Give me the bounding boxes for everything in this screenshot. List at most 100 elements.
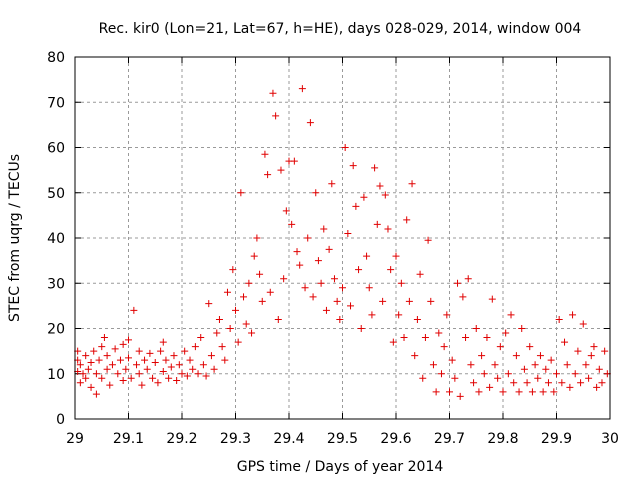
data-point (258, 297, 266, 305)
data-point (135, 347, 143, 355)
data-point (515, 388, 523, 396)
data-point (202, 372, 210, 380)
data-point (376, 182, 384, 190)
data-point (464, 275, 472, 283)
data-point (98, 374, 106, 382)
data-point (416, 270, 424, 278)
data-point (494, 374, 502, 382)
x-tick-label: 29.5 (327, 431, 358, 447)
y-axis-title: STEC from uqrg / TECUs (7, 154, 23, 322)
data-point (261, 150, 269, 158)
data-point (496, 343, 504, 351)
data-point (555, 315, 563, 323)
data-point (480, 370, 488, 378)
data-point (189, 365, 197, 373)
data-point (274, 315, 282, 323)
data-point (341, 144, 349, 151)
data-point (306, 119, 314, 127)
data-point (205, 300, 213, 308)
data-point (328, 180, 336, 188)
data-point (314, 257, 322, 265)
data-point (103, 352, 111, 360)
data-point (103, 365, 111, 373)
data-point (371, 164, 379, 172)
data-point (194, 370, 202, 378)
data-point (199, 361, 207, 369)
data-point (435, 329, 443, 337)
data-point (290, 157, 298, 165)
x-tick-label: 29.6 (380, 431, 411, 447)
data-point (159, 338, 167, 346)
data-point (215, 315, 223, 323)
data-point (502, 329, 510, 337)
data-point (173, 377, 181, 385)
data-point (333, 297, 341, 305)
data-point (82, 374, 90, 382)
data-point (499, 388, 507, 396)
data-point (76, 361, 84, 369)
data-point (360, 193, 368, 201)
data-point (373, 220, 381, 228)
data-point (542, 365, 550, 373)
data-point (392, 252, 400, 260)
data-point (197, 334, 205, 342)
x-tick-label: 29.8 (487, 431, 518, 447)
data-point (186, 356, 194, 364)
data-point (253, 234, 261, 242)
y-tick-labels: 0 10 20 30 40 50 60 70 80 (47, 50, 65, 428)
data-point (133, 361, 141, 369)
data-point (240, 293, 248, 301)
data-point (245, 279, 253, 287)
data-point (264, 171, 272, 179)
y-tick-label: 20 (47, 322, 65, 338)
y-tick-label: 40 (47, 231, 65, 247)
data-point (454, 279, 462, 287)
data-point (459, 293, 467, 301)
data-point (585, 374, 593, 382)
data-point (317, 279, 325, 287)
data-point (528, 388, 536, 396)
data-point (277, 166, 285, 174)
data-point (534, 374, 542, 382)
data-point (138, 381, 146, 389)
data-point (298, 85, 306, 93)
data-point (539, 388, 547, 396)
data-point (309, 293, 317, 301)
data-point (590, 343, 598, 351)
data-point (154, 379, 162, 387)
data-point (95, 356, 103, 364)
data-point (79, 370, 87, 378)
data-point (488, 295, 496, 303)
y-tick-label: 70 (47, 95, 65, 111)
data-point (248, 329, 256, 337)
data-point (256, 270, 264, 278)
data-point (523, 379, 531, 387)
chart-title: Rec. kir0 (Lon=21, Lat=67, h=HE), days 0… (99, 21, 582, 37)
x-tick-label: 29.2 (166, 431, 197, 447)
data-point (598, 379, 606, 387)
data-point (100, 334, 108, 342)
data-point (293, 248, 301, 256)
data-point (280, 275, 288, 283)
data-point (470, 379, 478, 387)
data-point (355, 266, 363, 274)
data-point (531, 361, 539, 369)
data-point (127, 374, 135, 382)
data-point (411, 352, 419, 360)
data-point (125, 336, 132, 344)
data-point (218, 343, 226, 351)
data-point (162, 356, 170, 364)
data-point (561, 338, 569, 346)
data-point (181, 347, 189, 355)
data-point (550, 388, 558, 396)
data-point (304, 234, 312, 242)
data-point (421, 334, 429, 342)
data-point (510, 379, 518, 387)
data-points (74, 85, 611, 400)
data-point (221, 356, 229, 364)
y-tick-label: 80 (47, 50, 65, 66)
data-point (87, 383, 95, 391)
data-point (90, 347, 98, 355)
x-tick-label: 29.1 (113, 431, 144, 447)
data-point (389, 338, 397, 346)
